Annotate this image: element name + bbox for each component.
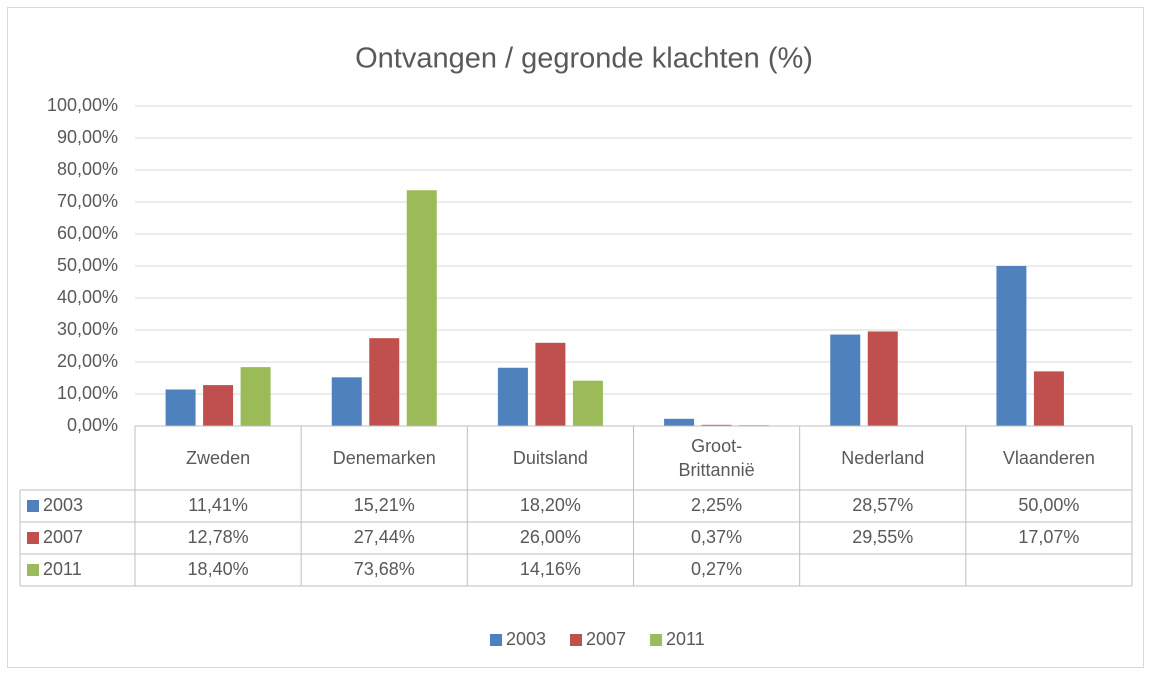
row-label: 2011: [43, 559, 82, 579]
bar: [572, 380, 603, 426]
x-tick-label: Zweden: [186, 448, 251, 468]
bar: [240, 367, 271, 426]
x-tick-label: Nederland: [841, 448, 925, 468]
data-label: 15,21%: [354, 495, 415, 515]
bar: [203, 385, 234, 426]
bar: [830, 334, 861, 426]
data-label: 0,27%: [691, 559, 742, 579]
x-tick-label: Duitsland: [512, 448, 588, 468]
bar: [1033, 371, 1064, 426]
bar: [701, 424, 732, 426]
legend-key: [650, 634, 662, 646]
row-label: 2007: [43, 527, 83, 547]
y-tick-label: 80,00%: [57, 159, 118, 179]
data-label: 27,44%: [354, 527, 415, 547]
bar: [664, 418, 695, 426]
y-tick-label: 90,00%: [57, 127, 118, 147]
x-tick-label: Denemarken: [332, 448, 436, 468]
data-label: 17,07%: [1018, 527, 1079, 547]
bar: [497, 367, 528, 426]
data-label: 28,57%: [852, 495, 913, 515]
chart-border: [7, 7, 1144, 668]
legend-key: [27, 564, 39, 576]
x-tick-label-box: Duitsland: [467, 426, 633, 490]
data-label: 73,68%: [354, 559, 415, 579]
data-label: 2,25%: [691, 495, 742, 515]
data-label: 11,41%: [188, 495, 248, 515]
data-label: 12,78%: [188, 527, 249, 547]
x-tick-label-wrap: Duitsland: [467, 426, 633, 490]
bar: [867, 331, 898, 426]
y-tick-label: 20,00%: [57, 351, 118, 371]
y-tick-label: 60,00%: [57, 223, 118, 243]
chart-title: Ontvangen / gegronde klachten (%): [355, 43, 813, 75]
y-tick-label: 100,00%: [47, 95, 118, 115]
x-tick-label-wrap: Denemarken: [301, 426, 467, 490]
x-tick-label-box: Nederland: [800, 426, 966, 490]
data-label: 0,37%: [691, 527, 742, 547]
x-tick-label: Groot-Brittannië: [678, 436, 755, 480]
legend-label: 2003: [506, 629, 546, 649]
x-tick-label-wrap: Nederland: [800, 426, 966, 490]
y-tick-label: 10,00%: [57, 383, 118, 403]
y-tick-label: 40,00%: [57, 287, 118, 307]
x-tick-label: Vlaanderen: [1002, 448, 1095, 468]
x-tick-label-box: Groot-Brittannië: [634, 426, 800, 490]
bar: [406, 190, 437, 426]
x-tick-label-box: Vlaanderen: [966, 426, 1132, 490]
y-tick-label: 0,00%: [67, 415, 118, 435]
data-label: 26,00%: [520, 527, 581, 547]
y-tick-label: 30,00%: [57, 319, 118, 339]
data-label: 18,40%: [188, 559, 249, 579]
y-tick-label: 70,00%: [57, 191, 118, 211]
x-tick-label-wrap: Zweden: [135, 426, 301, 490]
legend-key: [570, 634, 582, 646]
legend-label: 2007: [586, 629, 626, 649]
data-label: 18,20%: [520, 495, 581, 515]
bar: [996, 266, 1027, 426]
x-tick-label-wrap: Vlaanderen: [966, 426, 1132, 490]
legend-key: [490, 634, 502, 646]
row-label: 2003: [43, 495, 83, 515]
data-label: 29,55%: [852, 527, 913, 547]
data-label: 14,16%: [520, 559, 581, 579]
legend-label: 2011: [666, 629, 705, 649]
bar: [165, 389, 196, 426]
legend-key: [27, 500, 39, 512]
bar: [369, 338, 400, 426]
bar: [331, 377, 362, 426]
y-tick-label: 50,00%: [57, 255, 118, 275]
legend-key: [27, 532, 39, 544]
x-tick-label-wrap: Groot-Brittannië: [634, 426, 800, 490]
bar: [535, 342, 566, 426]
x-tick-label-box: Zweden: [135, 426, 301, 490]
x-tick-label-box: Denemarken: [301, 426, 467, 490]
data-label: 50,00%: [1018, 495, 1079, 515]
